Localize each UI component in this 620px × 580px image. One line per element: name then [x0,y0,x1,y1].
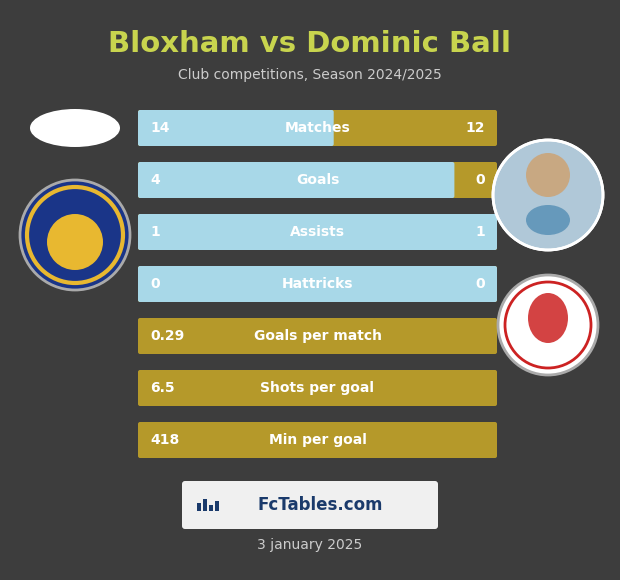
FancyBboxPatch shape [138,266,497,302]
Text: 1: 1 [476,225,485,239]
Text: Matches: Matches [285,121,350,135]
Text: 0: 0 [150,277,159,291]
FancyBboxPatch shape [138,214,497,250]
Text: Shots per goal: Shots per goal [260,381,374,395]
FancyBboxPatch shape [138,110,497,146]
Circle shape [493,140,603,250]
Text: Club competitions, Season 2024/2025: Club competitions, Season 2024/2025 [178,68,442,82]
FancyBboxPatch shape [203,499,207,511]
FancyBboxPatch shape [138,318,497,354]
Text: Min per goal: Min per goal [268,433,366,447]
Text: 0: 0 [476,173,485,187]
FancyBboxPatch shape [138,370,497,406]
Circle shape [47,214,103,270]
Text: 12: 12 [466,121,485,135]
Circle shape [498,275,598,375]
Text: 6.5: 6.5 [150,381,175,395]
FancyBboxPatch shape [182,481,438,529]
FancyBboxPatch shape [138,162,497,198]
Text: 4: 4 [150,173,160,187]
Text: 0: 0 [476,277,485,291]
FancyBboxPatch shape [138,422,497,458]
Ellipse shape [528,293,568,343]
Ellipse shape [526,205,570,235]
FancyBboxPatch shape [197,503,201,511]
Circle shape [27,187,123,283]
Text: 418: 418 [150,433,179,447]
FancyBboxPatch shape [138,110,334,146]
Text: Assists: Assists [290,225,345,239]
Circle shape [20,180,130,290]
Circle shape [526,153,570,197]
FancyBboxPatch shape [209,505,213,511]
Text: Hattricks: Hattricks [281,277,353,291]
Text: Bloxham vs Dominic Ball: Bloxham vs Dominic Ball [108,30,511,58]
FancyBboxPatch shape [138,162,454,198]
FancyBboxPatch shape [215,501,219,511]
Text: 1: 1 [150,225,160,239]
Ellipse shape [30,109,120,147]
Text: 3 january 2025: 3 january 2025 [257,538,363,552]
Text: FcTables.com: FcTables.com [257,496,383,514]
Circle shape [505,282,591,368]
Text: Goals: Goals [296,173,339,187]
Text: 14: 14 [150,121,169,135]
Text: Goals per match: Goals per match [254,329,381,343]
FancyBboxPatch shape [138,266,497,302]
FancyBboxPatch shape [138,214,497,250]
Text: 0.29: 0.29 [150,329,184,343]
